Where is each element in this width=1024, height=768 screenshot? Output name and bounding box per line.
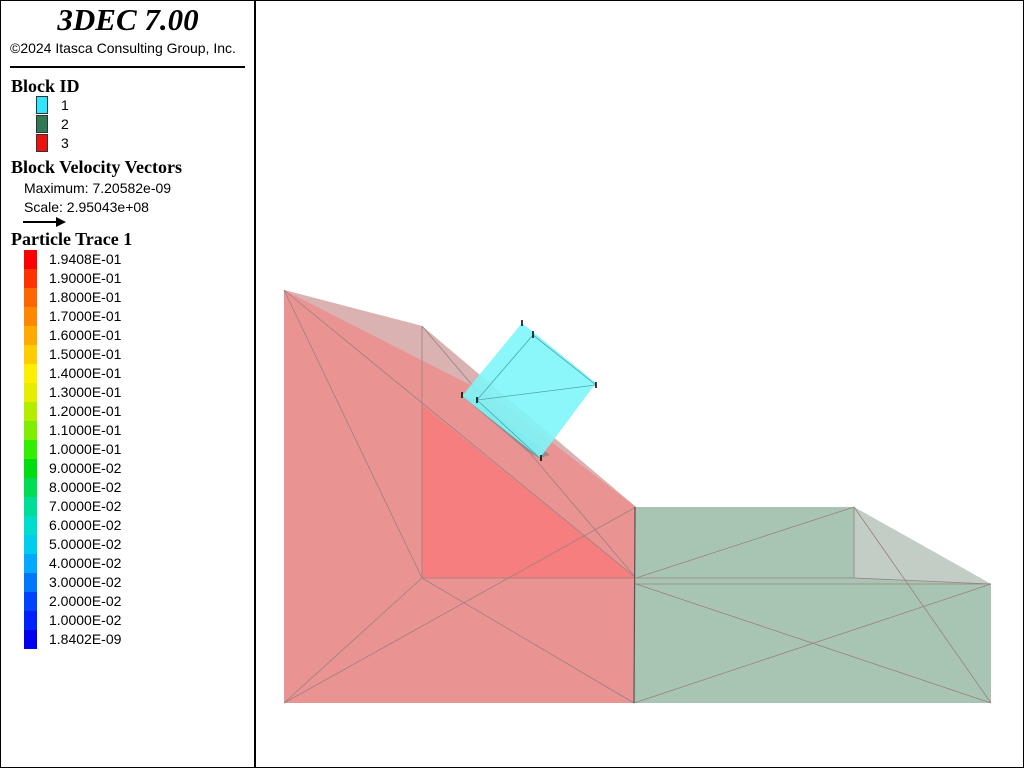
colorbar-swatch	[24, 478, 37, 497]
colorbar-label: 1.4000E-01	[49, 365, 122, 381]
colorbar-label: 1.5000E-01	[49, 346, 122, 362]
colorbar-swatch	[24, 326, 37, 345]
base-block-edges	[633, 506, 992, 704]
legend-divider	[10, 66, 245, 68]
block-3-slope	[283, 289, 637, 704]
falling-block-edges	[476, 334, 597, 459]
colorbar-swatch	[24, 459, 37, 478]
base-block-body	[634, 507, 991, 703]
block-joint-line	[633, 506, 636, 704]
colorbar-swatch	[24, 497, 37, 516]
colorbar-label: 1.1000E-01	[49, 422, 122, 438]
colorbar-label: 1.7000E-01	[49, 308, 122, 324]
colorbar-label: 2.0000E-02	[49, 593, 122, 609]
colorbar-label: 1.6000E-01	[49, 327, 122, 343]
colorbar-swatch	[24, 345, 37, 364]
colorbar-swatch	[24, 554, 37, 573]
colorbar-swatch	[24, 402, 37, 421]
colorbar-label: 1.9408E-01	[49, 251, 122, 267]
colorbar-swatch	[24, 592, 37, 611]
colorbar-label: 8.0000E-02	[49, 479, 122, 495]
colorbar-label: 4.0000E-02	[49, 555, 122, 571]
colorbar-swatch	[24, 630, 37, 649]
base-block-top-face	[854, 507, 991, 584]
colorbar-label: 1.8402E-09	[49, 631, 122, 647]
velocity-scale: Scale: 2.95043e+08	[24, 199, 149, 215]
colorbar-swatch	[24, 307, 37, 326]
colorbar-swatch	[24, 573, 37, 592]
colorbar-swatch	[24, 250, 37, 269]
model-viewport[interactable]	[257, 1, 1022, 766]
colorbar-swatch	[24, 611, 37, 630]
colorbar-label: 9.0000E-02	[49, 460, 122, 476]
colorbar-swatch	[24, 288, 37, 307]
colorbar-swatch	[24, 364, 37, 383]
copyright-text: ©2024 Itasca Consulting Group, Inc.	[10, 40, 236, 56]
colorbar-swatch	[24, 269, 37, 288]
colorbar-label: 6.0000E-02	[49, 517, 122, 533]
block-id-label-3: 3	[61, 135, 69, 151]
colorbar-swatch	[24, 421, 37, 440]
slope-block-inner-face	[422, 405, 636, 578]
particle-trace-heading: Particle Trace 1	[11, 229, 133, 249]
colorbar-swatch	[24, 440, 37, 459]
block-id-label-2: 2	[61, 116, 69, 132]
block-2-base	[633, 506, 992, 704]
colorbar-label: 1.2000E-01	[49, 403, 122, 419]
colorbar-label: 3.0000E-02	[49, 574, 122, 590]
block-id-swatch-3	[36, 134, 48, 152]
block-1-falling[interactable]	[461, 320, 597, 461]
block-id-heading: Block ID	[11, 76, 80, 96]
block-id-swatch-1	[36, 96, 48, 114]
colorbar-label: 5.0000E-02	[49, 536, 122, 552]
app-title: 3DEC 7.00	[57, 2, 199, 37]
colorbar-label: 7.0000E-02	[49, 498, 122, 514]
falling-block-body	[462, 323, 596, 458]
block-id-label-1: 1	[61, 97, 69, 113]
velocity-vectors	[461, 320, 597, 461]
velocity-heading: Block Velocity Vectors	[11, 157, 182, 177]
colorbar-label: 1.3000E-01	[49, 384, 122, 400]
colorbar-label: 1.0000E-01	[49, 441, 122, 457]
colorbar-label: 1.8000E-01	[49, 289, 122, 305]
block-id-swatch-2	[36, 115, 48, 133]
colorbar-swatch	[24, 383, 37, 402]
velocity-maximum: Maximum: 7.20582e-09	[24, 180, 172, 196]
legend-panel: 3DEC 7.00 ©2024 Itasca Consulting Group,…	[0, 0, 256, 768]
velocity-scale-arrow-icon	[23, 217, 66, 227]
colorbar-label: 1.0000E-02	[49, 612, 122, 628]
slope-block-edges	[283, 289, 637, 704]
colorbar-swatch	[24, 535, 37, 554]
colorbar-swatch	[24, 516, 37, 535]
colorbar-label: 1.9000E-01	[49, 270, 122, 286]
